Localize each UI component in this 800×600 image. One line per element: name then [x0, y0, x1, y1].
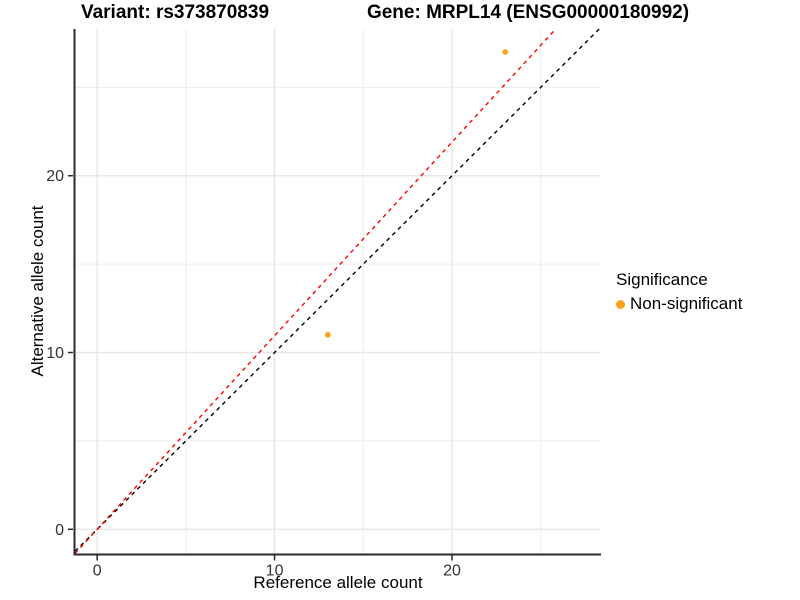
x-tick-label-20: 20 [443, 563, 461, 580]
legend-item-label: Non-significant [630, 294, 743, 313]
identity-line [74, 28, 600, 552]
x-tick-label-0: 0 [93, 563, 102, 580]
x-tick-label-10: 10 [266, 563, 284, 580]
data-point-0 [324, 331, 331, 338]
x-axis-title: Reference allele count [253, 573, 423, 592]
plot-title-variant: Variant: rs373870839 [80, 2, 270, 23]
legend-title: Significance [616, 270, 708, 289]
legend-key-dot-icon [616, 299, 625, 309]
data-point-1 [502, 49, 509, 55]
y-tick-label-10: 10 [46, 345, 64, 362]
fitted-ratio-line [74, 28, 557, 554]
y-axis-title: Alternative allele count [28, 205, 47, 377]
y-tick-label-0: 0 [55, 522, 64, 539]
plot-title-gene: Gene: MRPL14 (ENSG00000180992) [366, 2, 690, 23]
legend: Significance Non-significant [616, 270, 742, 314]
legend-item: Non-significant [616, 294, 742, 314]
y-tick-label-20: 20 [46, 168, 64, 185]
